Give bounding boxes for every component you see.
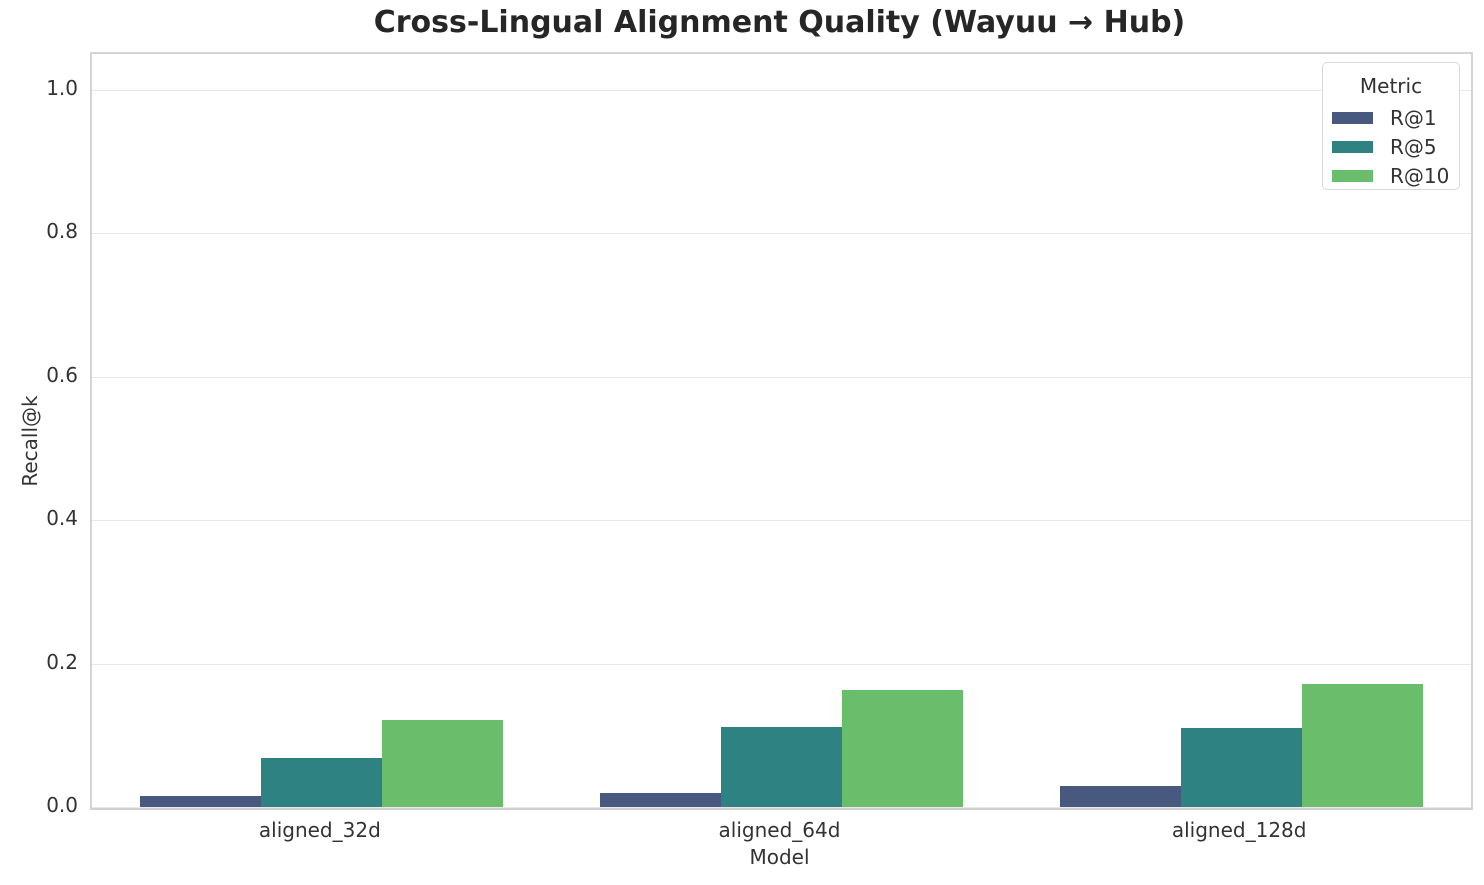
- plot-area: [90, 52, 1473, 810]
- bar-R@1-aligned_128d: [1060, 786, 1181, 807]
- legend-item-label: R@10: [1390, 163, 1450, 188]
- legend-items: R@1 R@5 R@10: [1323, 103, 1459, 190]
- gridline: [92, 233, 1471, 235]
- x-axis-label: Model: [749, 845, 810, 869]
- legend-swatch-icon: [1332, 169, 1373, 182]
- y-tick-label: 0.8: [46, 219, 78, 244]
- legend-swatch-icon: [1332, 140, 1373, 153]
- bar-R@1-aligned_64d: [600, 793, 721, 807]
- y-tick-label: 1.0: [46, 75, 78, 100]
- y-tick-label: 0.0: [46, 793, 78, 817]
- y-tick-label: 0.4: [46, 506, 78, 531]
- x-tick-label-aligned_64d: aligned_64d: [718, 818, 841, 842]
- gridline: [92, 807, 1471, 808]
- legend-item-R@5: R@5: [1323, 132, 1459, 161]
- x-tick-label-aligned_32d: aligned_32d: [258, 818, 381, 842]
- legend-swatch-icon: [1332, 111, 1373, 124]
- bar-R@10-aligned_32d: [382, 720, 503, 807]
- legend-item-R@10: R@10: [1323, 161, 1459, 190]
- x-tick-label-aligned_128d: aligned_128d: [1171, 818, 1307, 842]
- legend-item-label: R@5: [1390, 134, 1437, 159]
- gridline: [92, 663, 1471, 665]
- y-axis-label: Recall@k: [18, 395, 42, 487]
- gridline: [92, 89, 1471, 91]
- bar-R@5-aligned_64d: [721, 727, 842, 807]
- bar-R@1-aligned_32d: [140, 796, 261, 807]
- bar-R@5-aligned_128d: [1181, 728, 1302, 807]
- y-tick-label: 0.2: [46, 649, 78, 674]
- bar-R@5-aligned_32d: [261, 758, 382, 807]
- gridline: [92, 376, 1471, 378]
- legend-title: Metric: [1359, 74, 1423, 98]
- gridline: [92, 520, 1471, 522]
- chart-title: Cross-Lingual Alignment Quality (Wayuu →…: [373, 5, 1186, 40]
- legend-item-R@1: R@1: [1323, 103, 1459, 132]
- legend: Metric R@1 R@5 R@10: [1322, 62, 1460, 190]
- bar-R@10-aligned_128d: [1302, 684, 1423, 807]
- bar-R@10-aligned_64d: [842, 690, 963, 807]
- legend-item-label: R@1: [1390, 105, 1437, 130]
- y-tick-label: 0.6: [46, 362, 78, 387]
